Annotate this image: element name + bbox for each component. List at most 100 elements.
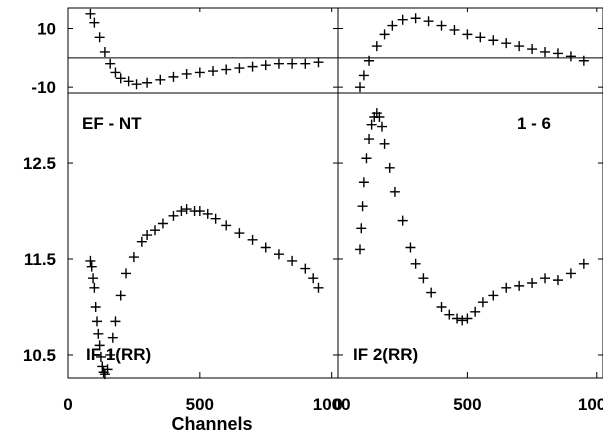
residual-panel-frame-2 <box>337 7 603 94</box>
data-point <box>457 315 468 326</box>
baseline-annotation: EF - NT <box>82 114 142 133</box>
data-point <box>181 204 192 215</box>
y-tick-label: 10.5 <box>23 346 56 365</box>
data-point <box>436 301 447 312</box>
data-point <box>527 278 538 288</box>
time-range-annotation: 1 - 6 <box>517 114 551 133</box>
data-point <box>150 225 161 236</box>
data-point <box>136 236 147 247</box>
residual-point <box>364 55 375 66</box>
data-point <box>97 361 108 372</box>
data-point <box>85 255 96 266</box>
data-point <box>105 349 116 360</box>
residual-point <box>449 24 460 35</box>
residual-point <box>397 14 408 25</box>
data-point <box>194 206 205 217</box>
data-point <box>410 258 421 269</box>
residual-point <box>115 73 126 84</box>
data-point <box>93 328 104 339</box>
data-point <box>356 223 367 234</box>
residual-panel-frame-1 <box>67 7 339 94</box>
x-tick-label: 500 <box>186 395 214 414</box>
data-point <box>157 218 168 229</box>
data-point <box>308 273 319 284</box>
data-point <box>426 287 437 298</box>
x-axis-label: Channels <box>171 414 252 434</box>
panel-2-label: IF 2(RR) <box>353 345 418 364</box>
data-point <box>488 290 499 301</box>
residual-point <box>410 13 421 24</box>
residual-point <box>131 79 142 90</box>
residual-point <box>123 76 134 87</box>
data-point <box>89 282 100 293</box>
x-tick-label: 1000 <box>578 395 603 414</box>
tick-marks <box>67 8 603 378</box>
data-point <box>354 244 365 255</box>
residual-point <box>208 66 219 77</box>
residual-point <box>436 20 447 31</box>
data-point <box>462 313 473 324</box>
data-point <box>418 273 429 284</box>
data-point <box>477 297 488 308</box>
y-tick-label: 12.5 <box>23 154 56 173</box>
residual-point <box>85 8 96 19</box>
data-point <box>90 301 101 312</box>
residual-point <box>94 32 105 43</box>
data-point <box>176 206 187 217</box>
data-point <box>357 201 368 212</box>
residual-point <box>194 67 205 78</box>
data-point <box>202 208 213 219</box>
data-point <box>273 249 284 260</box>
residual-point <box>514 41 525 52</box>
data-point <box>361 153 372 164</box>
data-point <box>514 280 525 291</box>
residual-point <box>578 55 589 66</box>
data-point <box>444 309 455 320</box>
residual-point <box>168 71 179 82</box>
data-point <box>88 273 99 284</box>
data-point <box>313 282 324 293</box>
residual-point <box>423 16 434 27</box>
data-point <box>107 332 118 343</box>
data-point <box>247 234 258 245</box>
residual-point <box>287 58 298 69</box>
data-point <box>234 228 245 239</box>
residual-point <box>99 46 110 57</box>
data-point <box>128 252 139 263</box>
y-tick-label: 10 <box>37 20 56 39</box>
residual-point <box>462 29 473 40</box>
x-tick-label: 0 <box>63 395 72 414</box>
residual-point <box>234 63 245 74</box>
data-point <box>379 138 390 149</box>
data-point <box>366 119 377 130</box>
residual-point <box>273 58 284 69</box>
residual-point <box>371 41 382 52</box>
data-point <box>389 186 400 197</box>
data-point <box>300 263 311 274</box>
residual-point <box>387 20 398 31</box>
data-point <box>552 275 563 286</box>
residual-point <box>379 29 390 40</box>
data-marks <box>85 8 589 380</box>
residual-point <box>488 35 499 46</box>
residual-point <box>527 44 538 55</box>
residual-point <box>540 46 551 57</box>
data-point <box>358 177 369 188</box>
data-point <box>501 282 512 293</box>
y-tick-label: 11.5 <box>24 250 56 269</box>
data-point <box>260 242 271 253</box>
data-point <box>397 215 408 226</box>
data-point <box>102 364 113 375</box>
data-point <box>452 313 463 324</box>
residual-point <box>313 57 324 68</box>
residual-point <box>354 82 365 93</box>
data-point <box>364 134 375 145</box>
x-tick-label: 500 <box>453 395 481 414</box>
residual-point <box>501 38 512 49</box>
data-point <box>168 210 179 221</box>
data-point <box>110 316 121 327</box>
data-point <box>287 255 298 266</box>
